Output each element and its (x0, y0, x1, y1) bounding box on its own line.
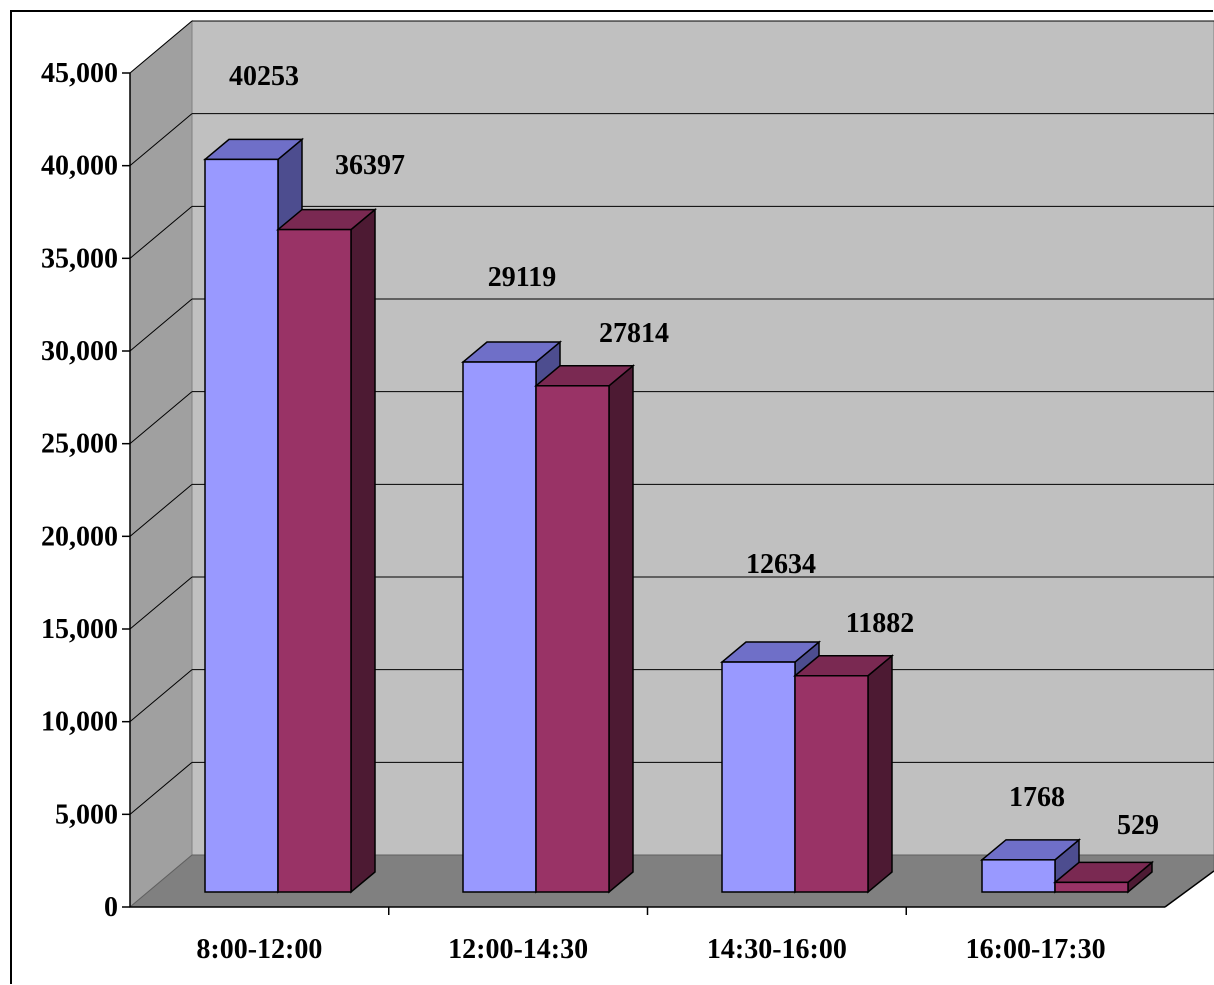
bar-front (535, 385, 610, 893)
bar-2-4 (1052, 860, 1155, 894)
x-tick-label: 14:30-16:00 (707, 934, 847, 965)
bar-front (204, 158, 279, 893)
chart-walls (128, 19, 1214, 909)
data-label: 529 (1117, 810, 1159, 841)
gridline-side (129, 483, 193, 537)
y-tick-label: 10,000 (41, 707, 118, 738)
bar-front (462, 361, 537, 893)
data-label: 36397 (335, 150, 405, 181)
bars (202, 137, 1155, 894)
data-label: 11882 (846, 608, 914, 639)
y-tick-label: 30,000 (41, 336, 118, 367)
x-tick-label: 16:00-17:30 (966, 934, 1106, 965)
bar-side (350, 207, 376, 894)
y-tick-label: 40,000 (41, 151, 118, 182)
bar-side (608, 364, 634, 894)
gridline-side (129, 113, 193, 167)
bar-front (721, 661, 796, 893)
data-label: 1768 (1009, 782, 1065, 813)
side-wall (129, 19, 193, 909)
gridline-side (129, 669, 193, 723)
data-label: 27814 (599, 318, 669, 349)
x-axis-depth-line (1164, 870, 1214, 908)
y-tick-label: 5,000 (55, 799, 118, 830)
y-tick-label: 20,000 (41, 521, 118, 552)
bar-front (1054, 881, 1129, 893)
gridline-side (129, 576, 193, 630)
data-labels: 40253 36397 29119 27814 12634 11882 1768 529 (229, 61, 1159, 841)
y-tick-label: 45,000 (41, 58, 118, 89)
data-label: 29119 (488, 262, 556, 293)
gridline-side (129, 761, 193, 815)
bar-side (867, 654, 893, 894)
bar-front (794, 674, 869, 893)
x-tick-label: 8:00-12:00 (196, 934, 322, 965)
data-label: 12634 (746, 549, 816, 580)
gridline-side (129, 391, 193, 445)
bar-2-1 (275, 207, 378, 894)
bar-front (981, 859, 1056, 893)
bar-front (277, 228, 352, 893)
bar-2-2 (533, 364, 636, 894)
y-tick-label: 25,000 (41, 429, 118, 460)
y-tick-label: 15,000 (41, 614, 118, 645)
y-tick-label: 35,000 (41, 243, 118, 274)
gridline-side (129, 298, 193, 352)
data-label: 40253 (229, 61, 299, 92)
x-tick-label: 12:00-14:30 (448, 934, 588, 965)
chart-frame (10, 10, 1213, 984)
gridline-side (129, 205, 193, 259)
axes: 0 5,000 10,000 15,000 20,000 25,000 30,000 35,0… (41, 58, 1214, 965)
gridline-side (129, 20, 193, 74)
bar-2-3 (792, 654, 895, 894)
y-tick-label: 0 (104, 892, 118, 923)
